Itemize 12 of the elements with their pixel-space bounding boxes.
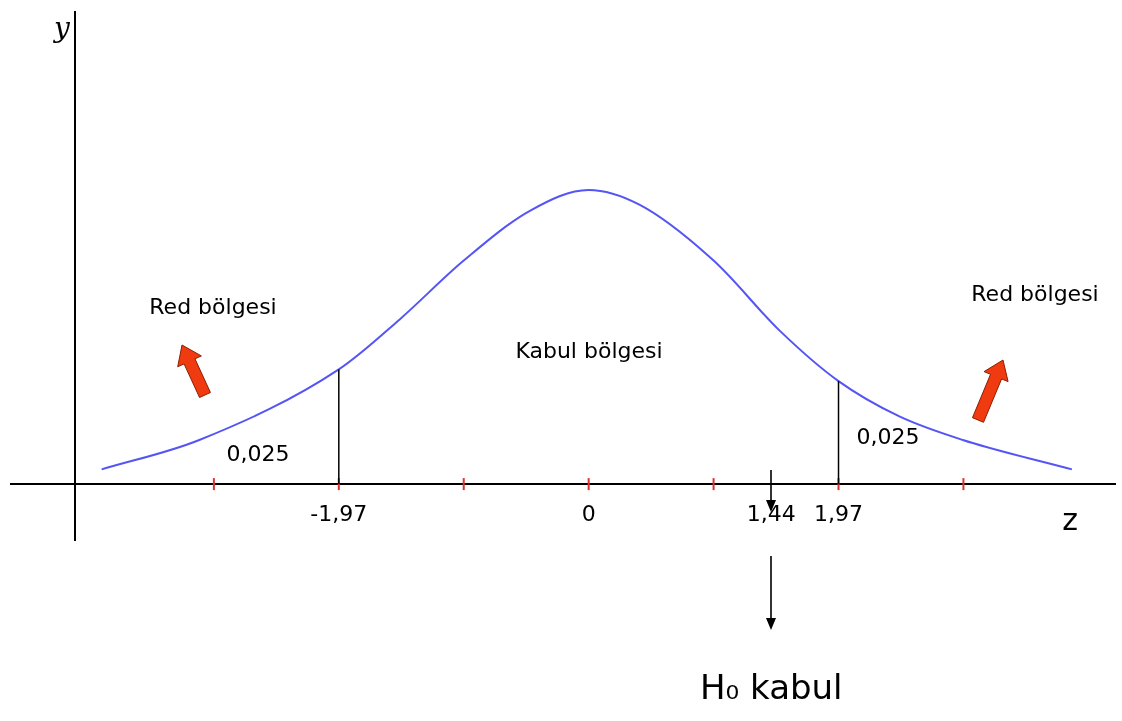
x-axis-title: z bbox=[1062, 501, 1078, 537]
x-tick-label: 1,44 bbox=[746, 501, 796, 527]
annotation: Red bölgesi bbox=[149, 293, 277, 319]
x-tick-label: 1,97 bbox=[814, 501, 863, 527]
annotation: Red bölgesi bbox=[971, 280, 1099, 306]
annotation: 0,025 bbox=[856, 423, 920, 449]
annotation: Kabul bölgesi bbox=[515, 337, 663, 363]
x-tick-label: -1,97 bbox=[310, 501, 368, 527]
text: y bbox=[52, 11, 72, 45]
x-tick-label: 0 bbox=[581, 501, 596, 527]
text: H₀ kabul bbox=[700, 666, 843, 707]
annotation: 0,025 bbox=[226, 440, 290, 466]
